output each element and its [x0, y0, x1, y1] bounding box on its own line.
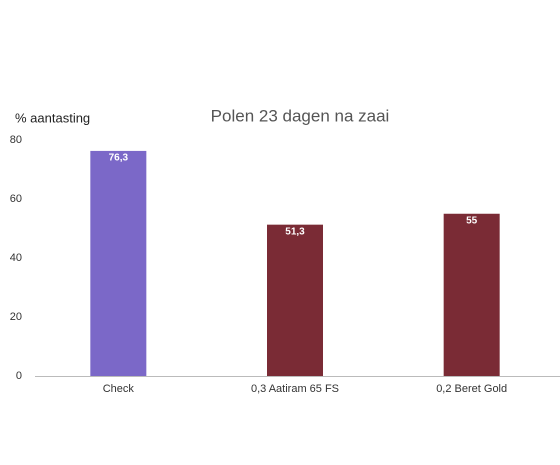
y-tick-label: 60 — [10, 193, 22, 205]
bar — [267, 224, 323, 376]
value-label: 55 — [466, 215, 478, 226]
value-label: 76,3 — [109, 153, 129, 164]
x-tick-label: Check — [103, 383, 135, 395]
bar — [90, 150, 147, 376]
y-tick-label: 20 — [10, 311, 22, 323]
bar — [443, 213, 500, 376]
value-label: 51,3 — [285, 226, 305, 237]
y-tick-label: 40 — [10, 252, 22, 264]
chart-title: Polen 23 dagen na zaai — [211, 106, 390, 125]
y-axis-label: % aantasting — [15, 110, 90, 125]
y-tick-label: 0 — [16, 370, 22, 382]
x-tick-label: 0,3 Aatiram 65 FS — [251, 383, 339, 395]
y-tick-label: 80 — [10, 134, 22, 146]
x-tick-label: 0,2 Beret Gold — [436, 383, 507, 395]
